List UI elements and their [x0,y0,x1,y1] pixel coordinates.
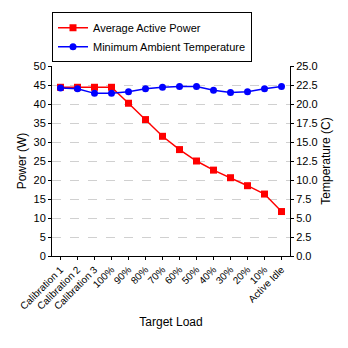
svg-text:100%: 100% [91,264,117,290]
svg-text:10: 10 [34,212,46,224]
svg-text:2.5: 2.5 [296,231,311,243]
svg-text:0: 0 [40,250,46,262]
svg-text:20: 20 [34,174,46,186]
svg-text:Calibration 1: Calibration 1 [18,264,66,312]
svg-text:90%: 90% [112,264,134,286]
svg-text:50: 50 [34,60,46,72]
svg-text:5.0: 5.0 [296,212,311,224]
svg-text:35: 35 [34,117,46,129]
svg-text:20.0: 20.0 [296,98,317,110]
svg-text:20%: 20% [231,264,253,286]
svg-text:45: 45 [34,79,46,91]
svg-text:15: 15 [34,193,46,205]
svg-text:12.5: 12.5 [296,155,317,167]
svg-text:Average Active Power: Average Active Power [93,22,201,34]
svg-text:60%: 60% [163,264,185,286]
svg-text:10%: 10% [248,264,270,286]
svg-text:25.0: 25.0 [296,60,317,72]
svg-text:17.5: 17.5 [296,117,317,129]
svg-text:Minimum Ambient Temperature: Minimum Ambient Temperature [93,41,245,53]
svg-text:Temperature (C): Temperature (C) [319,117,333,204]
svg-text:Target Load: Target Load [139,315,202,329]
svg-text:10.0: 10.0 [296,174,317,186]
svg-text:Calibration 3: Calibration 3 [52,264,100,312]
svg-text:Active Idle: Active Idle [246,264,287,305]
svg-text:5: 5 [40,231,46,243]
svg-text:22.5: 22.5 [296,79,317,91]
svg-text:Power (W): Power (W) [15,133,29,190]
svg-text:7.5: 7.5 [296,193,311,205]
svg-text:30: 30 [34,136,46,148]
svg-text:30%: 30% [214,264,236,286]
svg-text:25: 25 [34,155,46,167]
svg-text:15.0: 15.0 [296,136,317,148]
svg-text:Calibration 2: Calibration 2 [35,264,83,312]
svg-text:40%: 40% [197,264,219,286]
svg-text:80%: 80% [129,264,151,286]
svg-text:40: 40 [34,98,46,110]
svg-text:70%: 70% [146,264,168,286]
svg-text:0.0: 0.0 [296,250,311,262]
svg-text:50%: 50% [180,264,202,286]
